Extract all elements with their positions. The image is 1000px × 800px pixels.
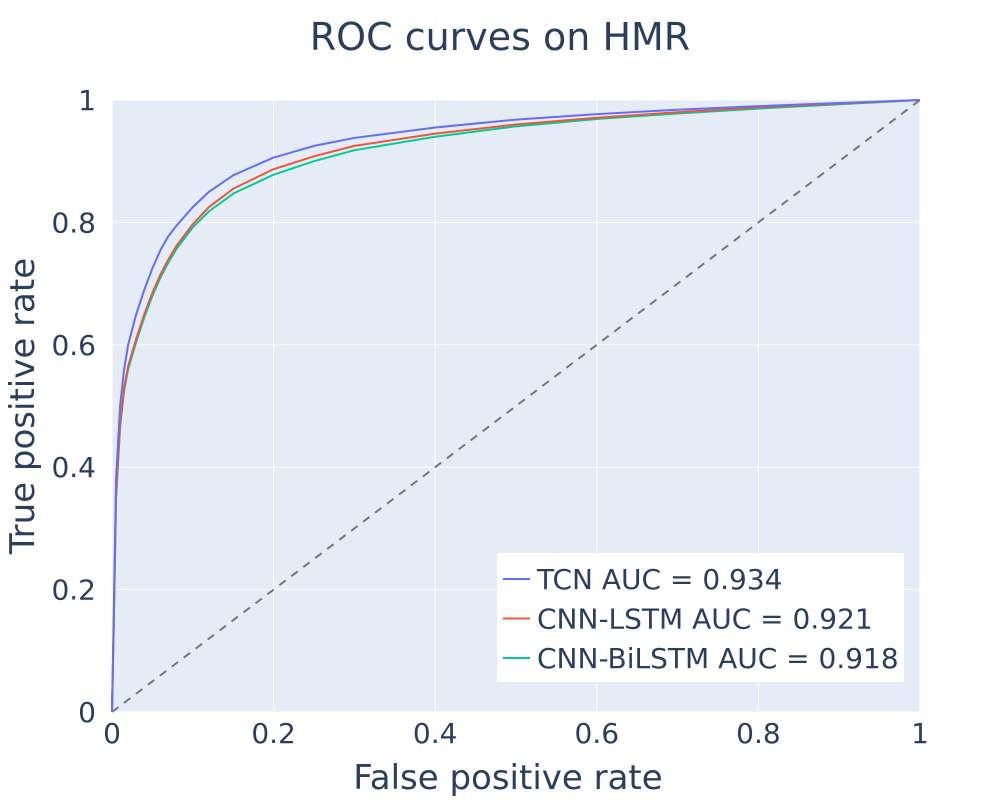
x-axis-title: False positive rate: [353, 758, 662, 798]
chart-title: ROC curves on HMR: [310, 15, 690, 59]
x-tick-label: 0.2: [251, 717, 296, 750]
y-tick-label: 0.4: [51, 451, 96, 484]
legend-label-tcn: TCN AUC = 0.934: [536, 563, 782, 596]
y-tick-label: 0: [78, 696, 96, 729]
y-tick-label: 0.8: [51, 206, 96, 239]
series-line-cnn-lstm: [111, 99, 921, 713]
legend-box: [497, 553, 904, 682]
x-tick-label: 0.4: [413, 717, 458, 750]
y-tick-label: 0.6: [51, 329, 96, 362]
chance-reference-line: [111, 99, 921, 713]
grid-lines: [111, 99, 921, 713]
legend-label-cnn-lstm: CNN-LSTM AUC = 0.921: [537, 603, 873, 636]
x-tick-label: 0.8: [736, 717, 781, 750]
y-axis-title: True positive rate: [3, 258, 43, 555]
x-tick-label: 0.6: [575, 717, 620, 750]
x-tick-label: 1: [911, 717, 929, 750]
x-tick-label: 0: [103, 717, 121, 750]
legend-label-cnn-bilstm: CNN-BiLSTM AUC = 0.918: [537, 642, 899, 675]
x-tick-labels: 0 0.2 0.4 0.6 0.8 1: [103, 717, 929, 750]
series-line-tcn: [111, 99, 921, 713]
series-lines: [111, 99, 921, 713]
legend: TCN AUC = 0.934 CNN-LSTM AUC = 0.921 CNN-B…: [497, 553, 904, 682]
y-tick-label: 1: [78, 84, 96, 117]
y-tick-label: 0.2: [51, 574, 96, 607]
y-tick-labels: 0 0.2 0.4 0.6 0.8 1: [51, 84, 96, 729]
